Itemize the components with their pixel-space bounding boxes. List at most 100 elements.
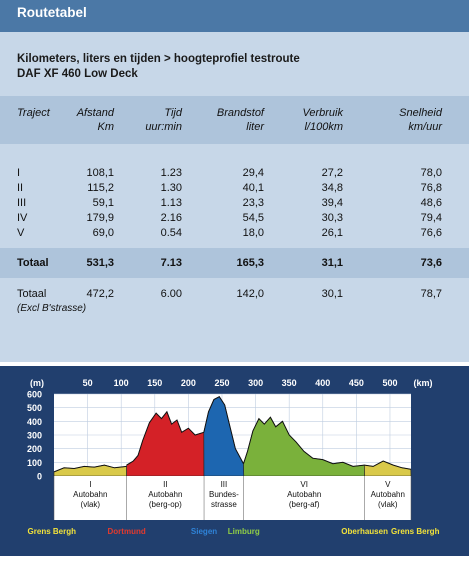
cell-brandstof: 18,0 (242, 227, 264, 239)
segment-label: (berg-op) (149, 500, 182, 509)
profile-line-I (53, 464, 127, 473)
cell-snelheid: 79,4 (420, 212, 442, 224)
x-tick-label: 250 (214, 378, 229, 388)
y-tick-label: 100 (27, 458, 42, 468)
y-tick-label: 400 (27, 417, 42, 427)
cell-tijd: 1.13 (160, 197, 182, 209)
segment-label: VI (300, 480, 308, 489)
segment-label: (berg-af) (289, 500, 320, 509)
y-tick-label: 600 (27, 390, 42, 400)
totaal-afstand: 531,3 (86, 257, 114, 269)
cell-brandstof: 40,1 (242, 182, 264, 194)
cell-afstand: 59,1 (92, 197, 114, 209)
y-tick-label: 500 (27, 403, 42, 413)
table-header: Traject Afstand Km Tijd uur:min Brandstof l… (0, 96, 469, 144)
x-tick-label: 450 (349, 378, 364, 388)
cell-traject: III (17, 197, 27, 209)
table-row: I 108,1 1.23 29,4 27,2 78,0 (0, 166, 469, 181)
segment-label: I (89, 480, 91, 489)
cell-verbruik: 39,4 (321, 197, 343, 209)
segment-label: Autobahn (371, 490, 405, 499)
header-snelheid-1: Snelheid (399, 107, 442, 119)
place-label: Dortmund (108, 527, 146, 536)
cell-snelheid: 76,6 (420, 227, 442, 239)
totaal-excl-verbruik: 30,1 (321, 288, 343, 300)
subtitle: Kilometers, liters en tijden > hoogtepro… (17, 52, 300, 82)
subtitle-line-2: DAF XF 460 Low Deck (17, 68, 138, 80)
table-row: III 59,1 1.13 23,3 39,4 48,6 (0, 196, 469, 211)
header-brandstof-2: liter (246, 121, 264, 133)
header-snelheid: Snelheid km/uur (399, 106, 442, 134)
page-title: Routetabel (17, 5, 87, 20)
place-label: Siegen (191, 527, 217, 536)
cell-afstand: 115,2 (87, 182, 114, 194)
cell-verbruik: 27,2 (321, 167, 343, 179)
table-row: IV 179,9 2.16 54,5 30,3 79,4 (0, 211, 469, 226)
totaal-excl-row: Totaal 472,2 6.00 142,0 30,1 78,7 (0, 287, 469, 302)
table-row: V 69,0 0.54 18,0 26,1 76,6 (0, 226, 469, 241)
cell-tijd: 0.54 (160, 227, 182, 239)
cell-afstand: 69,0 (92, 227, 114, 239)
segment-label: strasse (211, 500, 237, 509)
cell-traject: V (17, 227, 25, 239)
segment-label: Bundes- (209, 490, 239, 499)
totaal-excl-snelheid: 78,7 (420, 288, 442, 300)
header-afstand-1: Afstand (76, 107, 114, 119)
header-verbruik-2: l/100km (304, 121, 343, 133)
cell-brandstof: 23,3 (242, 197, 264, 209)
totaal-row: Totaal 531,3 7.13 165,3 31,1 73,6 (0, 256, 469, 271)
profile-line-III (203, 396, 244, 464)
title-bar: Routetabel (0, 0, 469, 32)
totaal-label: Totaal (17, 257, 49, 269)
cell-traject: IV (17, 212, 28, 224)
cell-verbruik: 26,1 (321, 227, 343, 239)
segment-label-area (54, 476, 411, 520)
y-tick-label: 300 (27, 431, 42, 441)
segment-label: III (221, 480, 228, 489)
x-tick-label: 200 (181, 378, 196, 388)
cell-tijd: 2.16 (160, 212, 182, 224)
place-label: Limburg (228, 527, 260, 536)
x-tick-label: 300 (248, 378, 263, 388)
header-snelheid-2: km/uur (408, 121, 442, 133)
x-tick-label: 400 (315, 378, 330, 388)
segment-label: (vlak) (378, 500, 398, 509)
subtitle-line-1: Kilometers, liters en tijden > hoogtepro… (17, 53, 300, 65)
header-verbruik-1: Verbruik (302, 107, 343, 119)
cell-tijd: 1.23 (160, 167, 182, 179)
segment-label: (vlak) (81, 500, 101, 509)
profile-line-V (364, 460, 411, 470)
totaal-tijd: 7.13 (160, 257, 182, 269)
segment-label: Autobahn (73, 490, 107, 499)
header-afstand-2: Km (97, 121, 115, 133)
segment-label: II (163, 480, 167, 489)
header-brandstof-1: Brandstof (216, 107, 264, 119)
segment-label: Autobahn (287, 490, 321, 499)
place-label: Grens Bergh (28, 527, 77, 536)
profile-line-VI (243, 416, 365, 467)
totaal-excl-afstand: 472,2 (86, 288, 114, 300)
place-label: Oberhausen (341, 527, 388, 536)
header-tijd-1: Tijd (164, 107, 182, 119)
totaal-excl-label: Totaal (17, 288, 47, 300)
totaal-excl-brandstof: 142,0 (236, 288, 264, 300)
cell-traject: I (17, 167, 21, 179)
header-tijd-2: uur:min (145, 121, 182, 133)
totaal-brandstof: 165,3 (236, 257, 264, 269)
x-tick-label: 350 (282, 378, 297, 388)
x-tick-label: 150 (147, 378, 162, 388)
y-tick-label: 0 (37, 472, 42, 482)
y-unit-label: (m) (30, 378, 44, 388)
cell-traject: II (17, 182, 24, 194)
place-label: Grens Bergh (391, 527, 440, 536)
header-afstand: Afstand Km (77, 106, 114, 134)
cell-snelheid: 78,0 (420, 167, 442, 179)
x-tick-label: 100 (114, 378, 129, 388)
totaal-excl-note-row: (Excl B'strasse) (0, 301, 469, 316)
totaal-snelheid: 73,6 (420, 257, 442, 269)
hoogteprofiel-svg: 600 500 400 300 200 100 0 (m) 50 100 150 200 250 300 3… (27, 378, 440, 536)
cell-afstand: 108,1 (86, 167, 114, 179)
totaal-excl-tijd: 6.00 (160, 288, 182, 300)
x-tick-label: 50 (83, 378, 93, 388)
